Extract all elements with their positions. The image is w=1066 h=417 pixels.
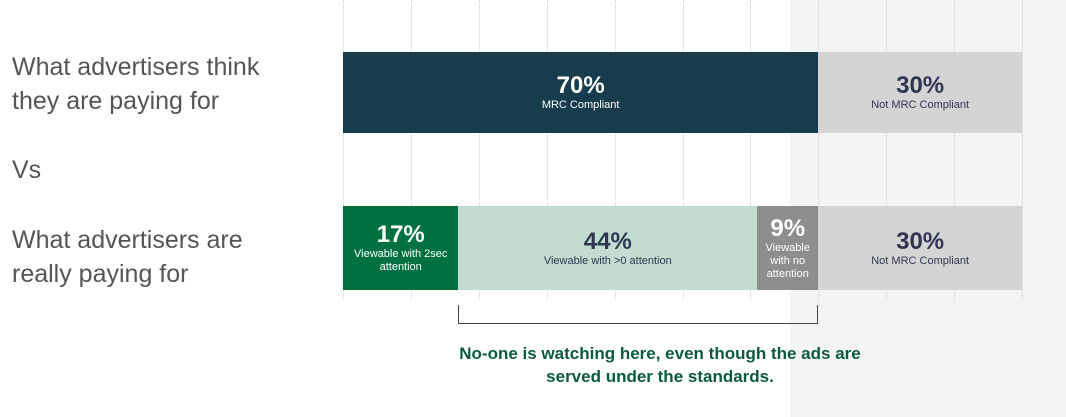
bar-segment: 44% Viewable with >0 attention <box>458 206 758 290</box>
annotation-note: No-one is watching here, even though the… <box>459 344 861 386</box>
segment-name-label: Not MRC Compliant <box>871 99 970 111</box>
segment-value-label: 9% <box>770 214 806 242</box>
bracket <box>458 305 819 324</box>
gridline <box>614 0 616 300</box>
segment-name-label: Viewable with no attention <box>765 241 810 280</box>
bar-segment: 70% MRC Compliant <box>343 52 819 133</box>
bar-segment: 17% Viewable with 2sec attention <box>343 206 459 290</box>
gridline <box>546 0 548 300</box>
segment-name-label: MRC Compliant <box>541 99 620 111</box>
bar-segment: 30% Not MRC Compliant <box>818 206 1022 290</box>
gridline <box>750 0 752 300</box>
row-label-bottom: What advertisers are really paying for <box>12 226 243 288</box>
segment-value-label: 17% <box>376 221 425 248</box>
gridline <box>682 0 684 300</box>
segment-name-label: Viewable with 2sec attention <box>354 248 448 273</box>
segment-value-label: 44% <box>583 227 632 255</box>
gridline <box>343 0 344 300</box>
segment-value-label: 70% <box>556 72 605 99</box>
gridline <box>886 0 888 300</box>
gridline <box>1022 0 1023 300</box>
bar-segment: 9% Viewable with no attention <box>757 206 819 290</box>
gridline <box>478 0 480 300</box>
gridline <box>410 0 412 300</box>
segment-name-label: Not MRC Compliant <box>871 254 970 267</box>
segment-value-label: 30% <box>896 227 945 255</box>
segment-value-label: 30% <box>896 72 945 99</box>
gridline <box>954 0 956 300</box>
bar-segment: 30% Not MRC Compliant <box>818 52 1022 133</box>
vs-label: Vs <box>12 156 42 184</box>
segment-name-label: Viewable with >0 attention <box>543 254 672 267</box>
gridline <box>818 0 820 300</box>
row-label-top: What advertisers think they are paying f… <box>12 53 260 115</box>
